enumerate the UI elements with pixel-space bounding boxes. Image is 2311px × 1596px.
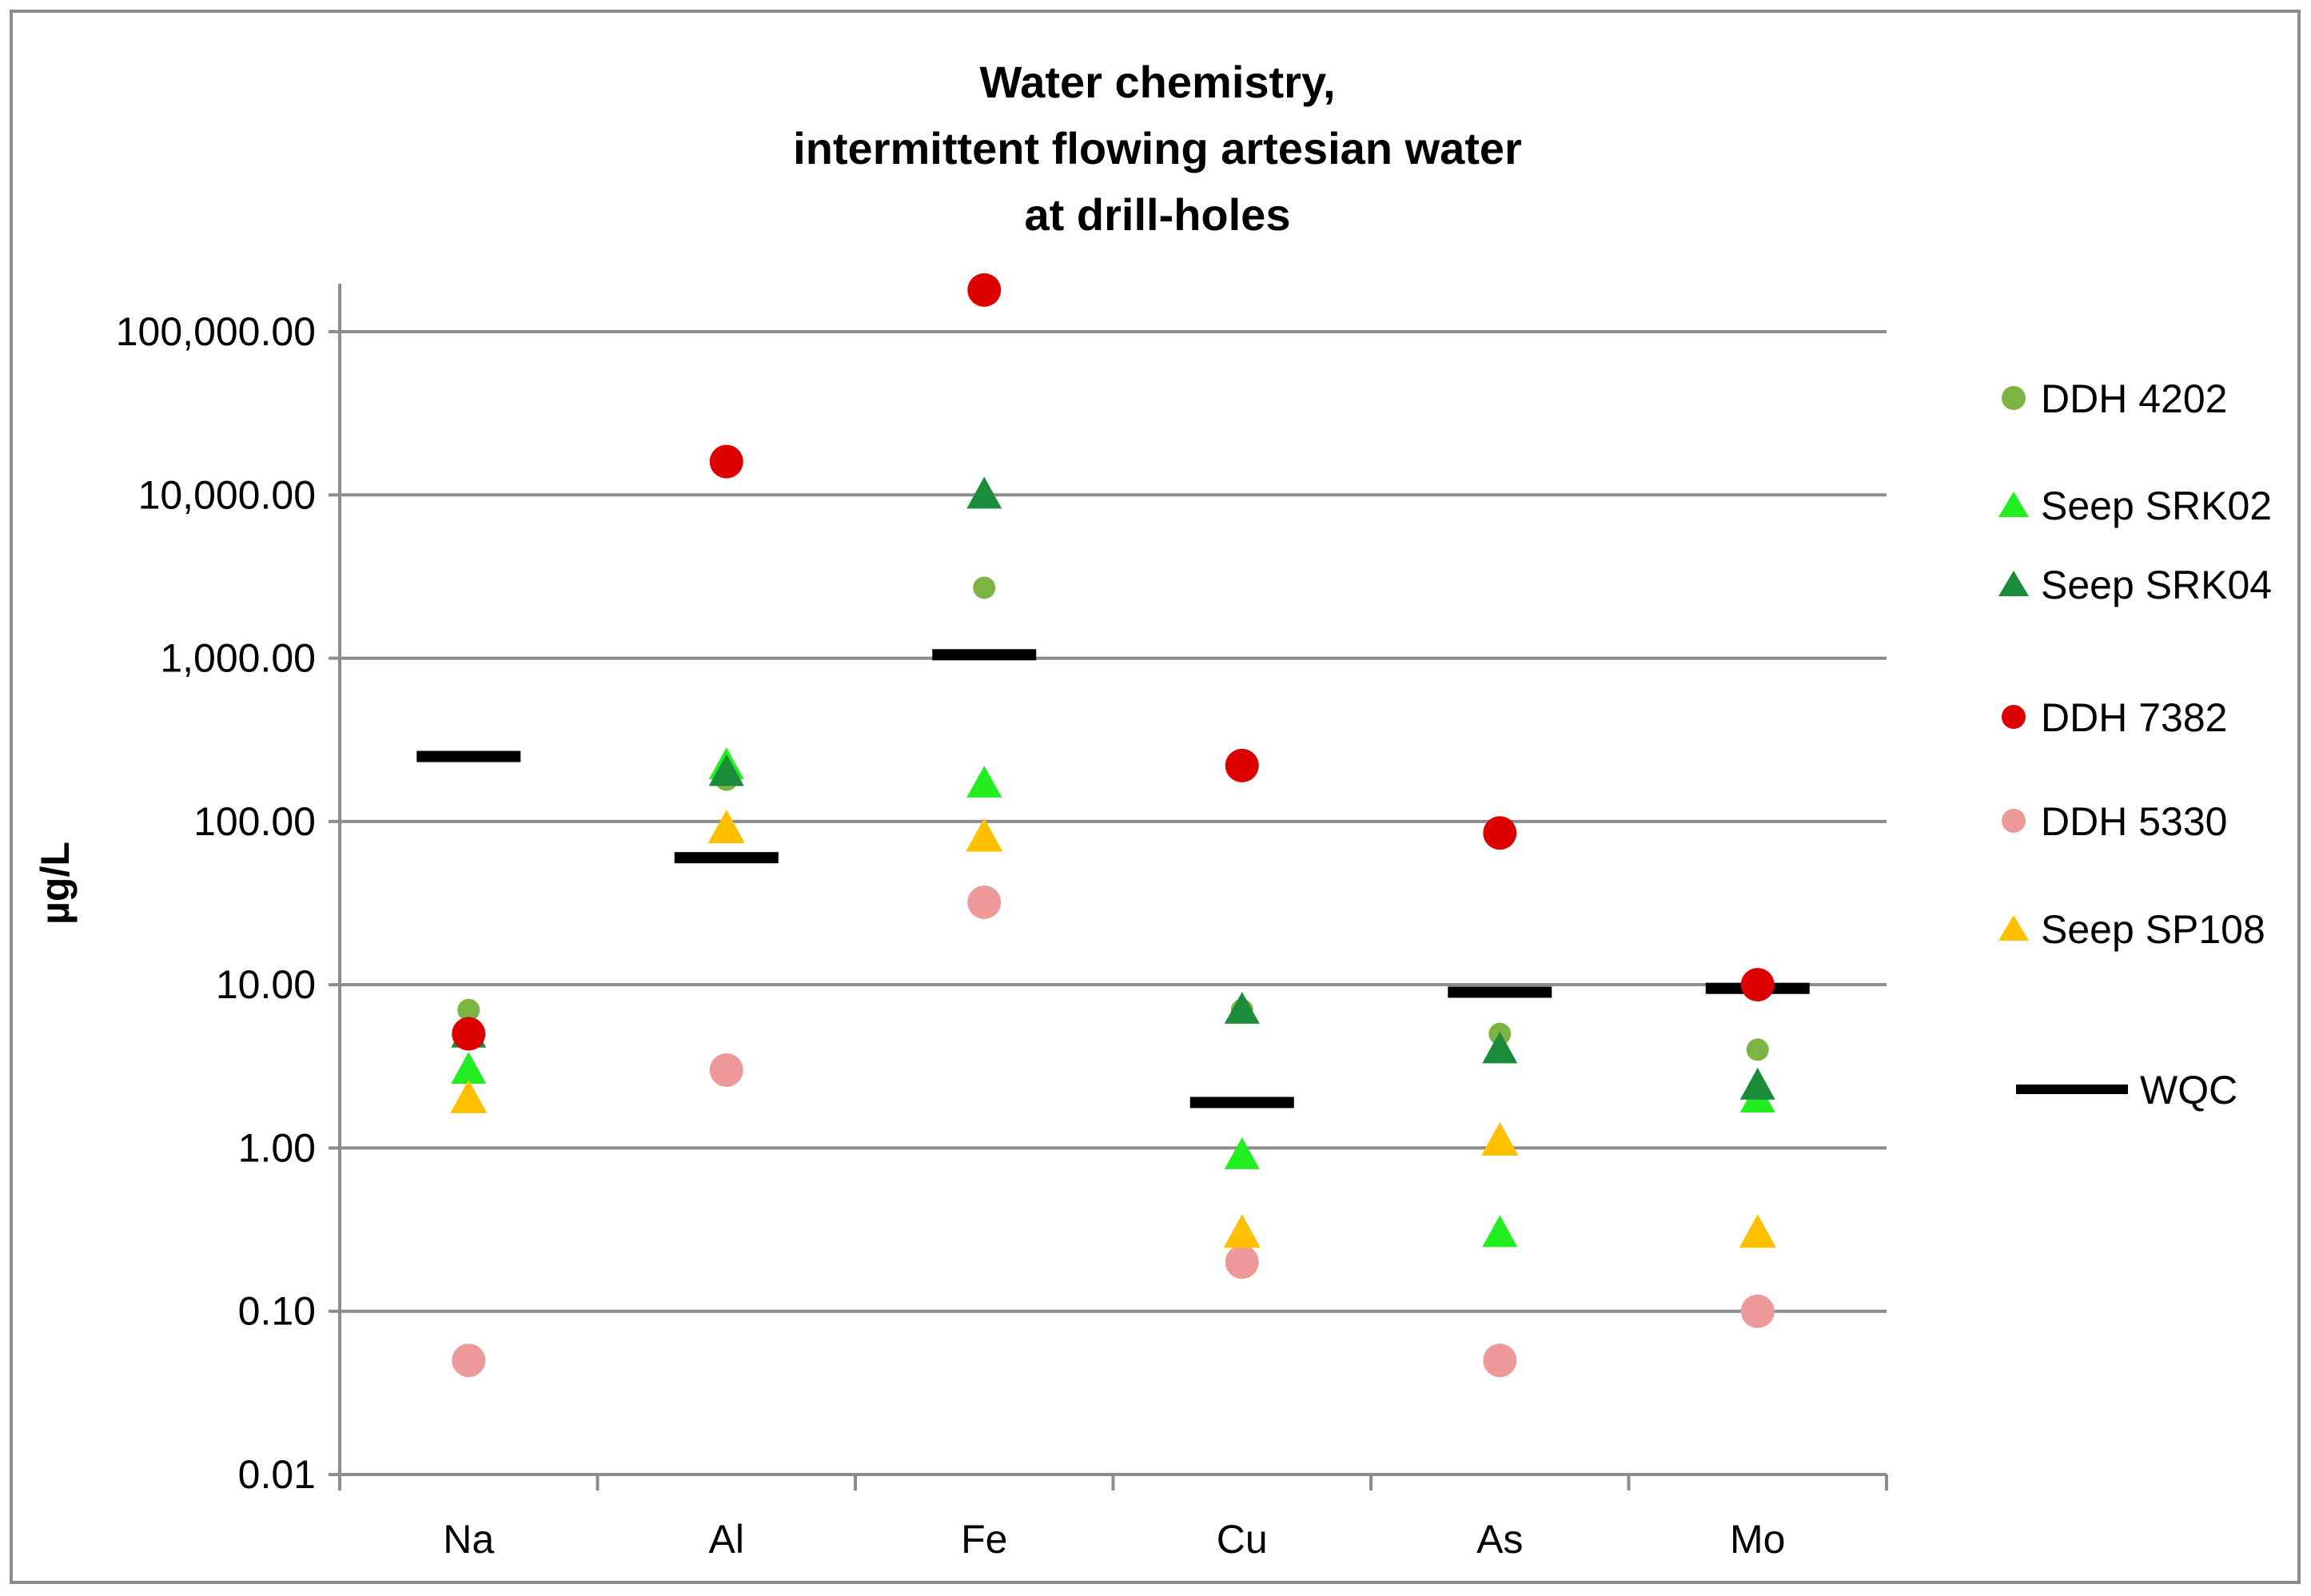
point-ddh-7382-al [709,444,743,479]
point-ddh-5330-al [709,1053,743,1087]
y-tick-label-1-000-00: 1,000.00 [160,636,316,681]
legend-item-ddh-7382: DDH 7382 [2002,695,2227,740]
legend-item-seep-srk02: Seep SRK02 [1998,484,2272,528]
y-tick-label-100-00: 100.00 [193,799,316,844]
x-tick-labels: Na Al Fe Cu As Mo [443,1517,1785,1562]
point-seep-sp108-as [1481,1122,1519,1156]
legend-label-ddh-4202: DDH 4202 [2041,376,2227,421]
point-ddh-5330-mo [1740,1294,1775,1328]
x-tick-label-al: Al [709,1517,744,1562]
point-ddh-7382-as [1483,816,1517,850]
legend-item-ddh-4202: DDH 4202 [2002,376,2227,421]
point-wqc-cu [1189,1097,1294,1108]
x-tick-label-fe: Fe [961,1517,1007,1562]
legend-item-wqc: WQC [2016,1068,2237,1112]
legend-swatch-seep-srk04 [1998,571,2029,596]
data-points [416,273,1810,1378]
legend-swatch-ddh-4202 [2002,386,2026,410]
legend-label-ddh-7382: DDH 7382 [2041,695,2227,740]
point-seep-sp108-mo [1739,1214,1776,1248]
legend-item-ddh-5330: DDH 5330 [2002,799,2227,844]
point-seep-srk02-as [1482,1215,1518,1248]
y-tick-label-10-00: 10.00 [216,962,316,1007]
chart-title-line-3: at drill-holes [1025,189,1291,240]
point-seep-srk04-fe [966,476,1002,509]
point-ddh-7382-mo [1740,968,1775,1002]
point-ddh-7382-cu [1225,748,1259,782]
axes [329,284,1888,1491]
point-ddh-7382-na [452,1017,486,1051]
legend-item-seep-sp108: Seep SP108 [1998,907,2265,952]
x-tick-label-na: Na [443,1517,494,1562]
x-tick-label-cu: Cu [1217,1517,1268,1562]
x-tick-label-as: As [1476,1517,1523,1562]
point-ddh-5330-fe [967,885,1002,919]
point-seep-sp108-fe [966,818,1003,852]
point-seep-srk02-fe [966,765,1002,798]
point-wqc-fe [932,649,1037,661]
point-seep-sp108-al [707,810,745,844]
y-axis-label: µg/L [33,842,78,925]
point-ddh-4202-na [457,998,480,1021]
y-tick-label-0-01: 0.01 [238,1452,316,1497]
point-ddh-4202-fe [973,576,996,599]
legend-label-seep-srk04: Seep SRK04 [2041,563,2272,607]
legend-label-seep-srk02: Seep SRK02 [2041,484,2272,528]
y-tick-labels: 0.01 0.10 1.00 10.00 100.00 1,000.00 10,000.00… [116,309,316,1497]
legend: DDH 4202 Seep SRK02 Seep SRK04 DDH 7382 DDH … [1998,376,2272,1112]
legend-swatch-wqc [2016,1085,2128,1094]
legend-swatch-ddh-5330 [2002,809,2026,833]
point-ddh-7382-fe [967,273,1002,307]
chart-title-line-1: Water chemistry, [979,57,1335,107]
point-ddh-5330-as [1483,1343,1517,1378]
y-tick-label-10-000-00: 10,000.00 [138,472,316,517]
point-ddh-5330-cu [1225,1245,1259,1280]
y-tick-label-1-00: 1.00 [238,1125,316,1170]
chart-title-line-2: intermittent flowing artesian water [793,123,1522,173]
legend-swatch-seep-srk02 [1998,492,2029,517]
point-seep-sp108-na [450,1079,488,1113]
legend-item-seep-srk04: Seep SRK04 [1998,563,2272,607]
point-wqc-as [1448,986,1552,998]
point-seep-srk02-na [451,1052,487,1085]
legend-swatch-ddh-7382 [2002,705,2026,729]
legend-label-seep-sp108: Seep SP108 [2041,907,2265,952]
y-tick-label-100-000-00: 100,000.00 [116,309,316,354]
y-tick-label-0-10: 0.10 [238,1289,316,1334]
legend-label-wqc: WQC [2140,1068,2237,1112]
point-wqc-al [674,852,779,864]
x-tick-label-mo: Mo [1730,1517,1785,1562]
point-ddh-5330-na [452,1343,486,1378]
gridlines [340,330,1887,1313]
chart-border [10,10,2301,1584]
point-seep-srk04-as [1482,1031,1518,1064]
point-seep-srk04-cu [1224,991,1260,1024]
point-wqc-na [416,750,521,762]
point-seep-srk04-mo [1739,1067,1775,1100]
point-seep-srk02-cu [1224,1136,1260,1169]
point-seep-srk04-al [708,754,744,786]
legend-swatch-seep-sp108 [1998,915,2029,941]
point-ddh-4202-mo [1746,1038,1769,1061]
point-seep-sp108-cu [1223,1214,1261,1248]
legend-label-ddh-5330: DDH 5330 [2041,799,2227,844]
